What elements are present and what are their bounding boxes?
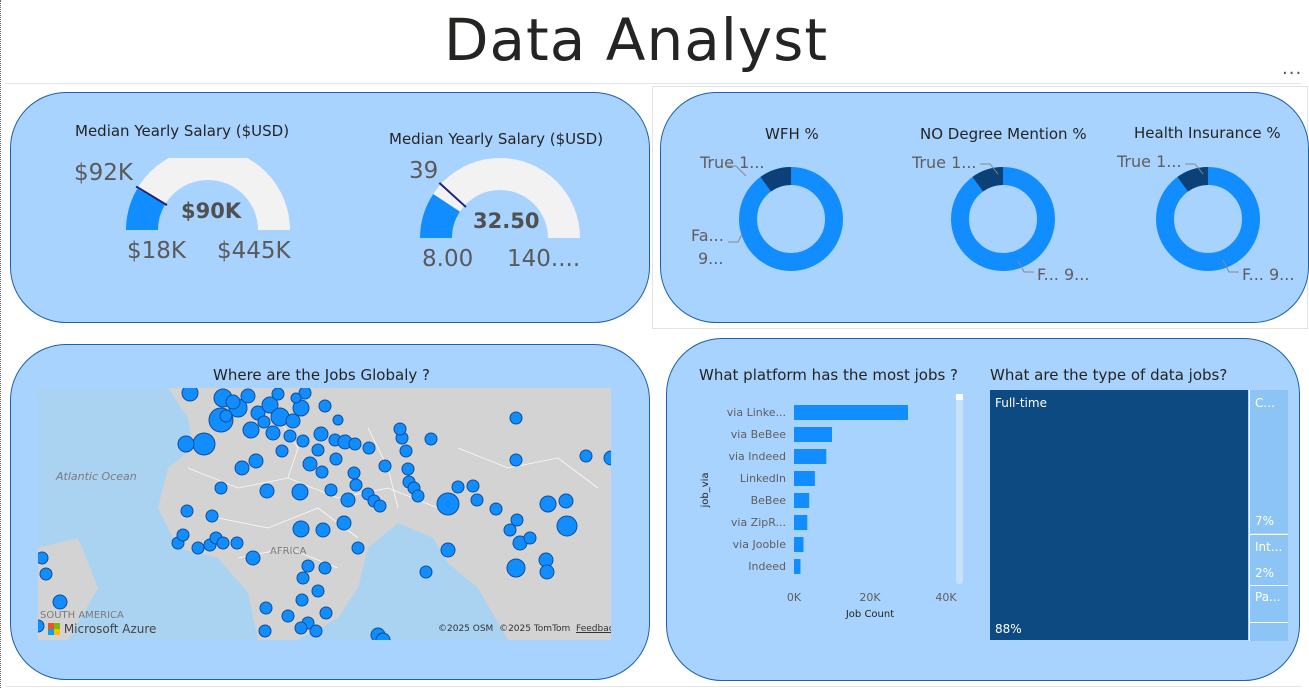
gauge2-target-line xyxy=(438,182,467,208)
donut-nodegree-chart[interactable] xyxy=(950,166,1056,272)
map-feedback-link[interactable]: Feedback xyxy=(576,624,611,634)
bar[interactable] xyxy=(794,427,832,442)
jobs-map[interactable]: Atlantic Ocean AFRICA SOUTH AMERICA xyxy=(38,388,611,640)
donut-health-leaders xyxy=(1185,163,1239,273)
gauge2-min-label: 8.00 xyxy=(422,246,474,272)
donut-health-true-label: True 1... xyxy=(1117,152,1182,171)
treemap-parttime-tile[interactable]: Pa... xyxy=(1249,585,1288,622)
canvas-left-border xyxy=(0,0,2,688)
platform-bar-chart[interactable]: via Linke... via BeBee via Indeed LinkedIn B… xyxy=(694,390,974,630)
treemap-internship-pct: 2% xyxy=(1255,566,1275,580)
donut-wfh-chart[interactable] xyxy=(738,166,844,272)
map-land xyxy=(38,388,611,640)
bar-category-label: Indeed xyxy=(748,560,786,573)
map-bubbles xyxy=(38,388,611,640)
donut-wfh-false-label: Fa... xyxy=(691,226,724,245)
donut-nodegree-false-label: F... 9... xyxy=(1037,265,1090,284)
treemap-contract-tile[interactable]: C... 7% xyxy=(1249,390,1288,533)
chart-scrollbar[interactable] xyxy=(956,394,963,584)
platform-chart-title: What platform has the most jobs ? xyxy=(699,366,959,384)
donut-health-chart[interactable] xyxy=(1155,166,1261,272)
x-axis-label: Job Count xyxy=(845,609,894,620)
bar[interactable] xyxy=(794,449,827,464)
donut-wfh-false-value: 9... xyxy=(698,249,724,268)
treemap-parttime-label: Pa... xyxy=(1255,590,1281,604)
page-title: Data Analyst xyxy=(443,6,829,74)
bar[interactable] xyxy=(794,537,804,552)
x-tick-label: 0K xyxy=(787,591,802,604)
map-attribution: ©2025 OSM ©2025 TomTom Feedback xyxy=(438,624,611,634)
map-osm-credit[interactable]: ©2025 OSM xyxy=(438,624,494,634)
bar[interactable] xyxy=(794,405,908,420)
gauge2-track xyxy=(420,158,580,238)
bar[interactable] xyxy=(794,471,815,486)
bar[interactable] xyxy=(794,515,808,530)
gauge1-target-label: $92K xyxy=(74,160,133,186)
treemap-internship-label: Int... xyxy=(1255,540,1283,554)
donut-health-title: Health Insurance % xyxy=(1134,124,1281,142)
treemap-fulltime-tile[interactable]: Full-time 88% xyxy=(990,390,1248,640)
gauge2-value-label: 32.50 xyxy=(473,209,540,233)
donut-wfh-true-label: True 1... xyxy=(700,153,765,172)
map-title: Where are the Jobs Globaly ? xyxy=(213,366,430,384)
gauge1-min-label: $18K xyxy=(127,238,186,264)
bar[interactable] xyxy=(794,493,810,508)
treemap-fulltime-label: Full-time xyxy=(995,396,1047,410)
donut-nodegree-true-label: True 1... xyxy=(912,153,977,172)
map-tomtom-credit[interactable]: ©2025 TomTom xyxy=(499,624,571,634)
map-label-atlantic: Atlantic Ocean xyxy=(56,470,137,483)
bar-category-label: via Linke... xyxy=(727,406,786,419)
donut-health-false-label: F... 9... xyxy=(1242,265,1295,284)
donut-wfh-leaders xyxy=(726,165,747,243)
header-divider xyxy=(6,83,1302,84)
donut-wfh-title: WFH % xyxy=(765,125,819,143)
map-label-africa: AFRICA xyxy=(270,546,307,557)
map-label-south-america: SOUTH AMERICA xyxy=(40,610,124,621)
gauge1-value-label: $90K xyxy=(181,199,242,223)
bar-category-label: LinkedIn xyxy=(740,472,786,485)
more-options-icon[interactable]: ... xyxy=(1282,58,1303,79)
bar[interactable] xyxy=(794,559,801,574)
gauge2-fill xyxy=(420,193,460,238)
map-brand-text: Microsoft Azure xyxy=(63,622,157,636)
gauge1-fill xyxy=(126,188,165,230)
gauge1-target-line xyxy=(135,185,168,206)
job-type-treemap[interactable]: Full-time 88% C... 7% Int... 2% Pa... xyxy=(990,390,1288,641)
x-tick-label: 40K xyxy=(935,591,957,604)
treemap-contract-pct: 7% xyxy=(1255,514,1275,528)
gauge2-max-label: 140.... xyxy=(507,246,581,272)
y-axis-label: job_via xyxy=(700,472,711,508)
treemap-other-tile[interactable] xyxy=(1249,622,1288,641)
gauge1-chart[interactable] xyxy=(120,158,300,238)
scrollbar-thumb[interactable] xyxy=(956,394,963,400)
bottom-divider xyxy=(6,686,1302,687)
treemap-fulltime-pct: 88% xyxy=(995,622,1022,636)
bar-category-label: BeBee xyxy=(751,494,787,507)
gauge1-track xyxy=(126,158,290,230)
treemap-internship-tile[interactable]: Int... 2% xyxy=(1249,534,1288,585)
map-brand: Microsoft Azure xyxy=(48,622,156,636)
bar-category-label: via ZipR... xyxy=(731,516,786,529)
donut-nodegree-title: NO Degree Mention % xyxy=(920,125,1087,143)
gauge1-title: Median Yearly Salary ($USD) xyxy=(75,122,290,140)
type-chart-title: What are the type of data jobs? xyxy=(990,366,1228,384)
x-tick-label: 20K xyxy=(859,591,881,604)
gauge1-max-label: $445K xyxy=(217,238,291,264)
gauge2-chart[interactable] xyxy=(416,158,586,238)
gauge2-target-label: 39 xyxy=(409,158,439,184)
donut-nodegree-leaders xyxy=(980,163,1034,273)
microsoft-logo-icon xyxy=(48,623,60,635)
gauge2-title: Median Yearly Salary ($USD) xyxy=(389,130,604,148)
treemap-contract-label: C... xyxy=(1255,396,1275,410)
bar-category-label: via Jooble xyxy=(733,538,787,551)
bar-category-label: via BeBee xyxy=(731,428,786,441)
bar-category-label: via Indeed xyxy=(728,450,786,463)
percent-donuts-panel xyxy=(660,92,1309,323)
